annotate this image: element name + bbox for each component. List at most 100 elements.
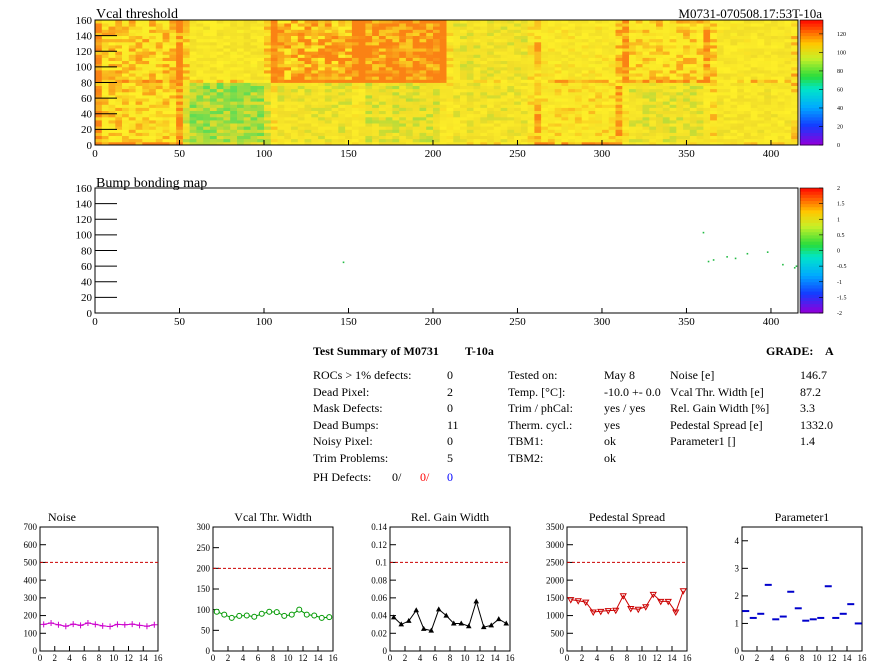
heatmap-cell: [250, 138, 258, 143]
heatmap-cell: [345, 32, 353, 36]
heatmap-cell: [602, 45, 610, 49]
heatmap-cell: [169, 35, 177, 40]
heatmap-cell: [676, 45, 684, 49]
heatmap-cell: [433, 45, 441, 49]
heatmap-cell: [365, 135, 373, 140]
heatmap-cell: [642, 129, 650, 133]
heatmap-cell: [750, 91, 758, 96]
heatmap-cell: [649, 73, 657, 77]
heatmap-cell: [135, 135, 143, 140]
heatmap-cell: [642, 135, 650, 140]
heatmap-cell: [115, 135, 123, 140]
bump-colorbar: 21.510.50-0.5-1-1.5-2: [799, 186, 847, 317]
heatmap-cell: [209, 110, 218, 115]
heatmap-cell: [791, 38, 799, 43]
heatmap-cell: [743, 107, 752, 111]
heatmap-cell: [331, 20, 339, 24]
heatmap-cell: [730, 116, 738, 121]
heatmap-cell: [662, 113, 670, 118]
heatmap-cell: [689, 51, 697, 55]
heatmap-cell: [696, 95, 704, 99]
heatmap-cell: [547, 54, 556, 58]
heatmap-cell: [710, 26, 718, 30]
heatmap-cell: [176, 51, 184, 55]
heatmap-cell: [703, 116, 711, 121]
heatmap-cell: [297, 60, 305, 65]
heatmap-cell: [223, 48, 231, 52]
y-tick-label: 0: [560, 646, 565, 656]
heatmap-cell: [338, 91, 346, 96]
heatmap-cell: [122, 110, 130, 115]
x-tick-label: 12: [653, 653, 662, 663]
heatmap-cell: [622, 110, 630, 115]
heatmap-cell: [608, 95, 616, 99]
heatmap-cell: [737, 48, 745, 52]
heatmap-cell: [203, 79, 211, 83]
heatmap-cell: [588, 60, 596, 65]
data-point: [420, 625, 427, 631]
heatmap-cell: [561, 57, 569, 61]
heatmap-cell: [358, 98, 366, 102]
colorbar-band: [800, 35, 823, 40]
heatmap-cell: [602, 66, 610, 71]
heatmap-cell: [338, 135, 346, 140]
heatmap-cell: [324, 91, 332, 96]
heatmap-cell: [297, 73, 305, 77]
heatmap-cell: [595, 73, 603, 77]
x-tick-label: 10: [813, 653, 823, 663]
heatmap-cell: [358, 135, 366, 140]
data-point: [582, 599, 590, 607]
defect-label: Trim Problems:: [313, 450, 389, 465]
heatmap-cell: [243, 48, 251, 52]
heatmap-cell: [196, 113, 204, 118]
heatmap-cell: [608, 123, 616, 127]
heatmap-cell: [473, 113, 481, 118]
heatmap-cell: [480, 98, 488, 102]
heatmap-cell: [426, 57, 434, 61]
heatmap-cell: [487, 120, 495, 124]
heatmap-cell: [460, 26, 468, 30]
heatmap-cell: [297, 95, 305, 99]
heatmap-cell: [595, 76, 603, 80]
heatmap-cell: [95, 20, 103, 24]
heatmap-cell: [345, 57, 353, 61]
heatmap-cell: [683, 38, 691, 43]
heatmap-cell: [764, 138, 772, 143]
heatmap-cell: [304, 126, 312, 130]
heatmap-cell: [324, 138, 332, 143]
heatmap-cell: [297, 35, 305, 40]
heatmap-cell: [527, 126, 535, 130]
heatmap-cell: [351, 129, 360, 133]
heatmap-cell: [162, 129, 170, 133]
heatmap-cell: [182, 79, 191, 83]
heatmap-cell: [764, 26, 772, 30]
heatmap-cell: [331, 82, 339, 86]
heatmap-cell: [209, 123, 218, 127]
heatmap-cell: [128, 20, 136, 24]
heatmap-cell: [433, 141, 441, 146]
heatmap-cell: [507, 76, 515, 80]
heatmap-cell: [433, 107, 441, 111]
heatmap-cell: [784, 129, 792, 133]
heatmap-cell: [689, 48, 697, 52]
colorbar-band: [800, 216, 823, 220]
heatmap-cell: [784, 141, 792, 146]
heatmap-cell: [95, 60, 103, 65]
heatmap-cell: [108, 73, 116, 77]
heatmap-cell: [399, 60, 407, 65]
heatmap-cell: [588, 101, 596, 105]
heatmap-cell: [757, 32, 765, 36]
heatmap-cell: [629, 132, 637, 136]
heatmap-cell: [696, 26, 704, 30]
heatmap-cell: [541, 51, 549, 55]
heatmap-cell: [764, 51, 772, 55]
heatmap-cell: [710, 48, 718, 52]
heatmap-cell: [689, 91, 697, 96]
heatmap-cell: [284, 101, 292, 105]
heatmap-cell: [426, 38, 434, 43]
heatmap-cell: [771, 95, 779, 99]
heatmap-cell: [446, 107, 454, 111]
heatmap-cell: [615, 98, 623, 102]
heatmap-cell: [237, 48, 245, 52]
heatmap-cell: [297, 32, 305, 36]
